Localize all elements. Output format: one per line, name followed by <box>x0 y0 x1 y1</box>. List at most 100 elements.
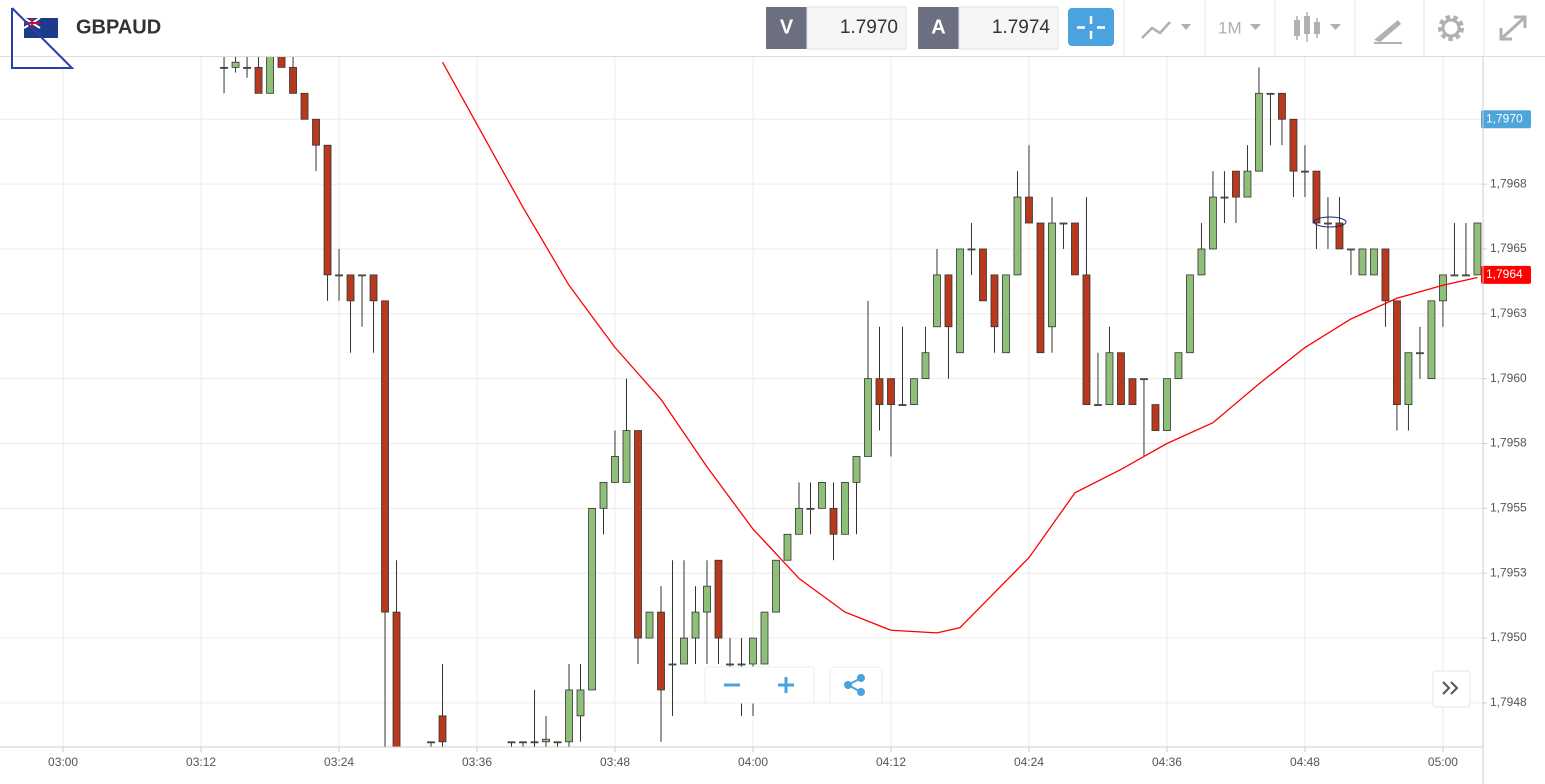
x-tick-label: 03:12 <box>186 755 216 769</box>
candle-body <box>1140 378 1148 381</box>
candle-body <box>1358 248 1367 276</box>
candle-body <box>542 738 550 743</box>
candle-body <box>703 585 711 613</box>
candle-body <box>576 689 585 717</box>
candle-body <box>254 66 263 94</box>
candle-body <box>657 611 665 691</box>
sell-label: V <box>780 16 794 38</box>
buy-price-box <box>958 6 1059 50</box>
candle-body <box>312 118 320 146</box>
scroll-end-button[interactable] <box>1432 670 1471 708</box>
x-tick-label: 04:48 <box>1290 755 1320 769</box>
candle-body <box>944 274 953 328</box>
buy-button[interactable] <box>918 7 959 49</box>
share-button[interactable] <box>844 674 865 696</box>
candle-body <box>1002 274 1010 354</box>
chart-type-button[interactable] <box>1141 21 1191 39</box>
grid <box>0 57 1483 747</box>
candle-body <box>266 57 274 94</box>
crosshair-button[interactable] <box>1068 8 1114 46</box>
candle-body <box>726 663 734 666</box>
symbol: GBPAUD <box>76 16 161 38</box>
candle-body <box>795 507 803 535</box>
candle-body <box>1324 222 1332 225</box>
candle-body <box>622 430 631 483</box>
candle-body <box>507 741 516 744</box>
drawing-ellipse <box>1313 216 1347 228</box>
candle-body <box>910 378 918 405</box>
zoom-in-button[interactable] <box>778 677 794 693</box>
candle-body <box>634 430 642 639</box>
y-tick-label: 1,7950 <box>1490 630 1527 644</box>
price-marker-label: 1,7964 <box>1486 267 1523 281</box>
candle-style-button[interactable] <box>1294 12 1341 42</box>
buy-price: 1.7974 <box>992 17 1051 38</box>
candle-body <box>1439 274 1447 302</box>
candle-body <box>231 61 240 68</box>
candle-body <box>1243 170 1252 198</box>
buy-label: A <box>931 16 945 38</box>
settings-button[interactable] <box>1438 15 1464 41</box>
x-tick-label: 04:36 <box>1152 755 1182 769</box>
flag-icon <box>23 17 58 38</box>
candle-body <box>588 507 596 691</box>
candle-body <box>898 404 907 406</box>
candle-body <box>921 352 930 380</box>
sell-button[interactable] <box>766 7 807 49</box>
price-marker <box>1481 110 1531 129</box>
drawing-tool-button[interactable] <box>1374 20 1402 44</box>
candle-body <box>1059 222 1068 225</box>
candle-body <box>990 274 999 328</box>
candle-body <box>1404 352 1413 405</box>
candle-body <box>358 274 366 277</box>
candle-body <box>1220 196 1229 199</box>
candle-body <box>967 248 976 251</box>
candle-body <box>553 741 562 744</box>
candle-body <box>1335 222 1344 250</box>
price-marker-label: 1,7970 <box>1486 111 1523 125</box>
timeframe-button[interactable]: 1M <box>1218 18 1261 37</box>
candle-body <box>599 482 608 509</box>
x-tick-label: 03:00 <box>48 755 78 769</box>
plot <box>220 57 1482 747</box>
y-tick-label: 1,7965 <box>1490 241 1527 255</box>
candle-body <box>933 274 941 328</box>
candle-body <box>806 507 815 510</box>
candle-body <box>1255 92 1263 172</box>
candle-body <box>1151 404 1160 431</box>
candle-body <box>519 741 527 744</box>
candle-body <box>1289 118 1298 172</box>
candle-body <box>1025 196 1033 224</box>
candle-body <box>1048 222 1056 328</box>
candle-body <box>1278 92 1286 120</box>
candle-body <box>714 559 723 639</box>
candle-body <box>760 611 769 665</box>
candle-body <box>381 300 389 613</box>
candle-body <box>956 248 964 354</box>
candle-body <box>289 66 297 94</box>
candle-body <box>852 456 861 483</box>
candle-body <box>1266 92 1275 95</box>
candle-body <box>335 274 343 277</box>
candle-body <box>1117 352 1125 405</box>
sell-price-box <box>806 6 907 50</box>
fullscreen-button[interactable] <box>1499 15 1527 41</box>
candle-body <box>691 611 700 639</box>
x-tick-label: 04:24 <box>1014 755 1044 769</box>
y-tick-label: 1,7958 <box>1490 436 1527 450</box>
candle-body <box>1174 352 1183 380</box>
candle-body <box>1186 274 1194 354</box>
candle-body <box>427 741 435 744</box>
candle-body <box>818 482 826 509</box>
y-tick-label: 1,7953 <box>1490 565 1527 579</box>
candle-body <box>1393 300 1401 405</box>
candle-body <box>1105 352 1114 405</box>
candle-body <box>323 144 332 276</box>
candle-body <box>783 533 792 561</box>
candle-body <box>1347 248 1355 251</box>
candle-body <box>346 274 355 302</box>
candle-body <box>1473 222 1482 276</box>
drawing-triangle <box>11 7 75 69</box>
candle-body <box>841 482 849 535</box>
candle-body <box>1197 248 1206 276</box>
